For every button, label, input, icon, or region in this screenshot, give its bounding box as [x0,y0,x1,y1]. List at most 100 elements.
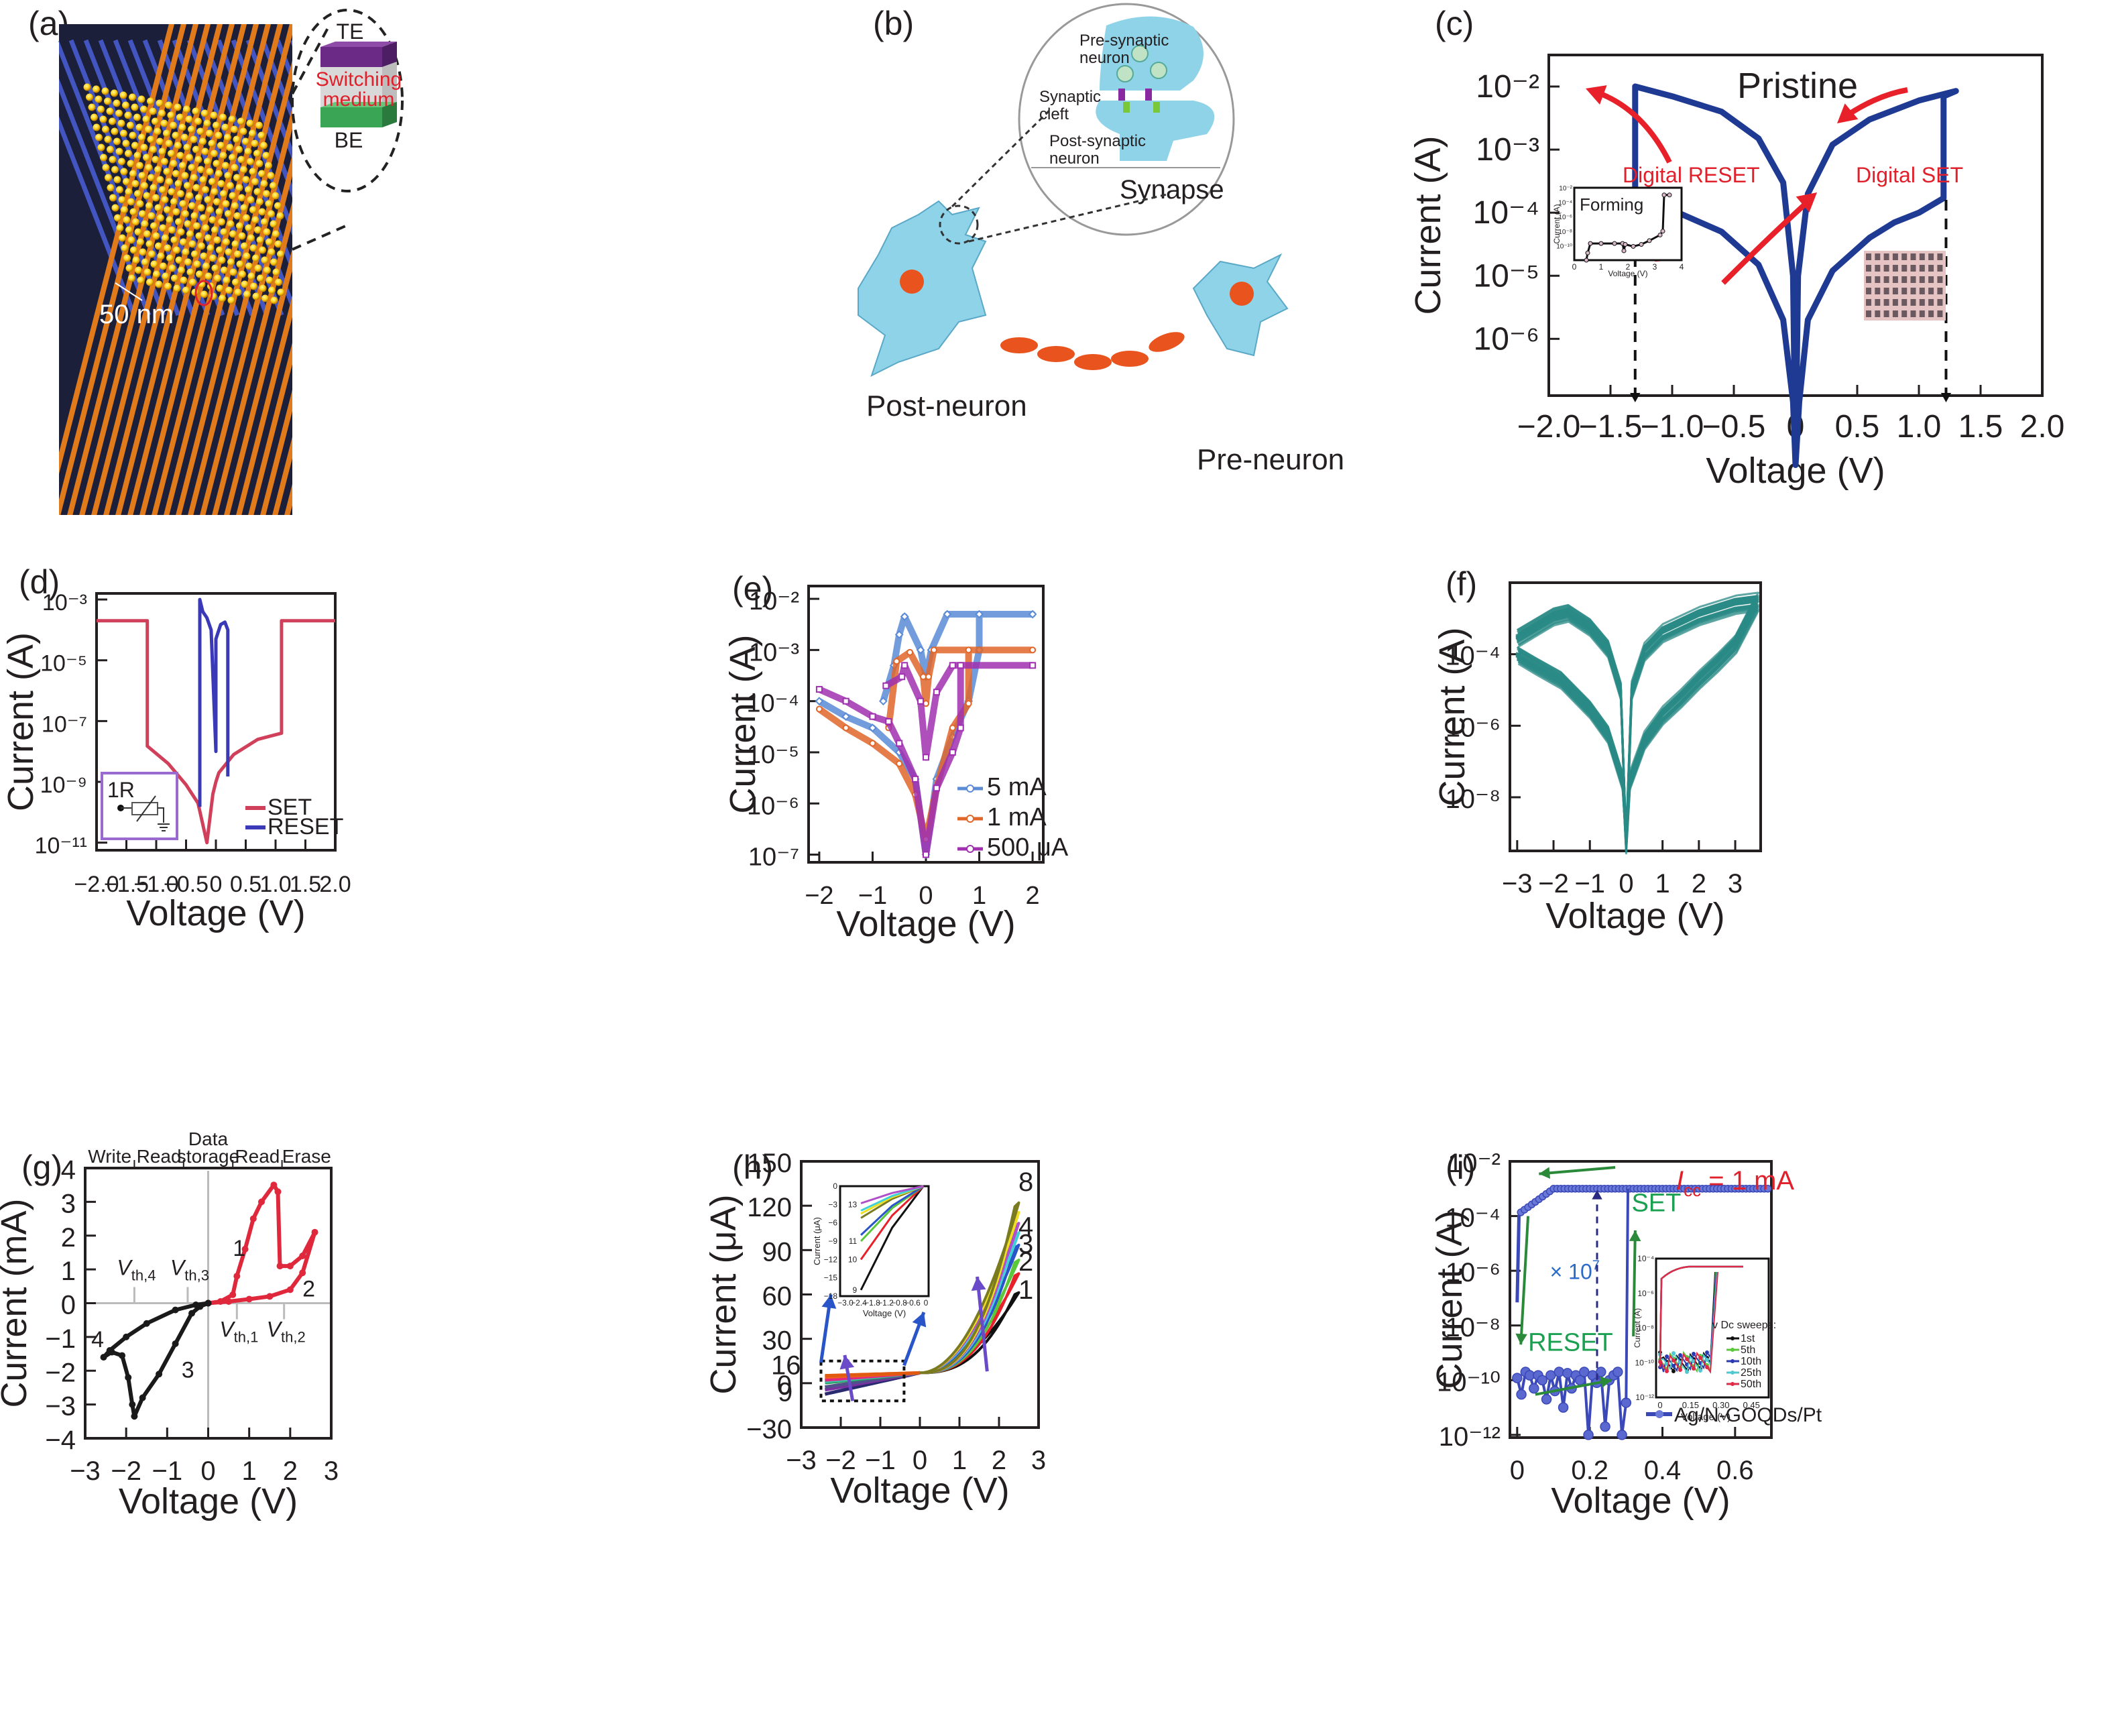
memristor-cell [143,230,151,238]
data-point [225,1297,233,1305]
memristor-cell [109,194,117,202]
memristor-cell [143,268,152,276]
memristor-cell [202,186,209,194]
data-point [1512,1373,1523,1383]
memristor-cell [207,244,215,252]
memristor-cell [190,212,198,220]
x-tick-label: −1 [152,1456,183,1486]
variable-resistor-arrow-icon [136,795,156,822]
reset-direction-arrow-head [1539,1167,1551,1179]
data-marker [1029,662,1037,669]
inset-y-tick-label: 10⁻¹⁰ [1635,1358,1655,1367]
x-tick-label: −1.5 [1579,409,1643,445]
y-tick-label: 10⁻⁶ [747,792,799,820]
bottom-electrode-line [59,116,137,316]
memristor-cell [231,164,239,172]
memristor-cell [253,150,261,158]
micrograph-pad [1866,310,1871,317]
inset-data-point [1705,1350,1709,1354]
x-tick-label: 0.4 [1644,1456,1682,1485]
forming-point [1623,241,1628,247]
memristor-cell [216,246,223,254]
y-tick-label: 10⁻¹² [1439,1422,1501,1452]
inset-legend-marker [1730,1371,1735,1375]
pre-neuron-label: Pre-neuron [1197,443,1344,476]
inset-y-tick-label: −15 [824,1273,838,1283]
data-point [1596,1367,1606,1377]
micrograph-pad [1892,310,1898,317]
memristor-cell [178,123,186,131]
memristor-cell [268,286,276,294]
memristor-cell [182,248,190,256]
memristor-cell [97,143,105,152]
data-marker [965,646,972,654]
memristor-cell [204,272,213,280]
memristor-cell [185,115,193,123]
curve-reset [198,597,230,807]
memristor-cell [227,296,235,304]
forming-point [1639,241,1644,247]
set-arrow-head [1629,1230,1641,1242]
memristor-cell [265,200,273,208]
icc-label: Icc = 1 mA [1676,1166,1794,1200]
memristor-cell [102,125,109,133]
memristor-cell [186,154,193,162]
memristor-cell [243,252,251,260]
memristor-cell [177,190,184,198]
x-tick-label: 2 [992,1446,1006,1475]
memristor-cell [263,228,271,236]
switching-medium-label-1: Switching [316,68,402,91]
memristor-cell [196,270,203,278]
memristor-cell [140,105,148,113]
x-tick-label: −2 [1538,869,1569,899]
forming-point [1661,192,1667,198]
memristor-cell [141,182,148,190]
memristor-cell [129,208,137,216]
memristor-cell [152,156,160,164]
memristor-cell [242,137,249,146]
data-point [1600,1421,1610,1432]
memristor-cell [111,204,119,212]
memristor-cell [153,270,160,278]
memristor-cell [272,268,280,276]
y-tick-label: 10⁻⁶ [1474,321,1539,357]
memristor-cell [259,284,267,292]
top-electrode-line [59,24,187,515]
highlighted-cell [194,280,213,306]
arrow-set-top-head [1837,103,1859,123]
memristor-cell [219,113,227,121]
inset-x-tick-label: −1.8 [864,1298,880,1308]
y-tick-label: 10⁻² [1448,1149,1501,1178]
memristor-cell [142,115,150,123]
inset-data-point [1692,1352,1696,1356]
memristor-cell [97,105,105,113]
memristor-cell [251,178,259,186]
zoom-box [819,1359,906,1403]
curve-label-3: 3 [1018,1230,1033,1259]
memristor-cell [139,210,146,218]
data-point [129,1401,136,1408]
memristor-cell [199,137,207,146]
memristor-cell [160,262,167,270]
data-point [1763,1185,1772,1193]
inset-y-tick-label: 10⁻⁸ [1637,1324,1654,1333]
arrow-set-top [1845,87,1908,118]
micrograph-pad [1883,288,1889,294]
memristor-cell [229,268,237,276]
data-point [245,1295,253,1303]
memristor-cell [240,204,248,212]
array-micrograph [1864,251,1946,321]
inset-x-tick-label: 0 [1657,1400,1662,1410]
memristor-cell [193,222,200,230]
memristor-cell [122,139,130,148]
data-marker [943,610,952,619]
inset-legend-marker [1730,1336,1735,1340]
reset-arrow [1519,1216,1530,1345]
memristor-cell [122,101,129,109]
x-tick-label: 0 [913,1446,927,1475]
curve-label-8: 8 [1018,1167,1033,1197]
y-tick-label: 0 [61,1291,76,1320]
y-tick-label: 0 [777,1371,792,1400]
memristor-cell [240,166,247,174]
